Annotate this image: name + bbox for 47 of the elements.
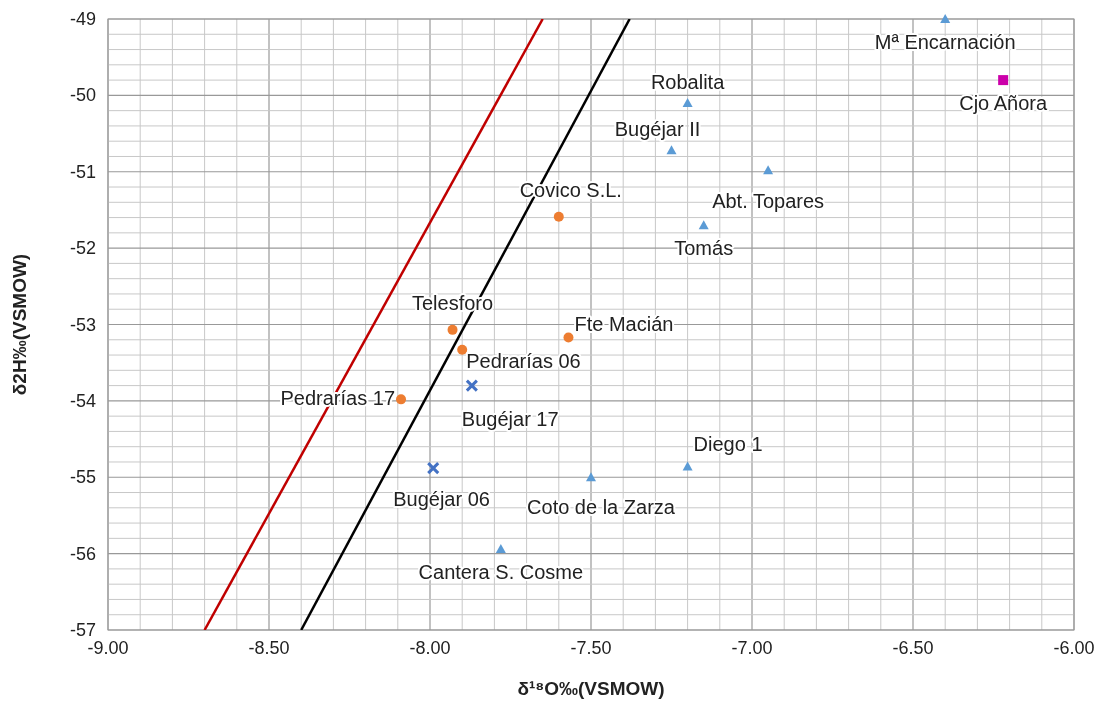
annotation: Bugéjar II bbox=[614, 118, 701, 141]
x-tick-label: -8.00 bbox=[409, 638, 451, 658]
y-tick-label: -50 bbox=[69, 85, 96, 106]
y-axis-title: δ2H‰(VSMOW) bbox=[9, 253, 30, 396]
point bbox=[563, 332, 574, 343]
y-tick-label: -52 bbox=[69, 238, 96, 259]
point bbox=[763, 165, 774, 175]
point bbox=[586, 472, 596, 482]
x-tick-label: -6.00 bbox=[1053, 638, 1095, 658]
annotation: Coto de la Zarza bbox=[527, 496, 676, 519]
point bbox=[426, 461, 440, 475]
point bbox=[457, 344, 468, 355]
y-tick-label: -51 bbox=[69, 161, 96, 182]
annotation: Mª Encarnación bbox=[874, 31, 1016, 53]
annotation: Cjo Añora bbox=[959, 92, 1048, 115]
point bbox=[682, 98, 693, 108]
annotation: Robalita bbox=[650, 71, 726, 94]
y-tick-label: -54 bbox=[69, 390, 96, 411]
point bbox=[998, 75, 1009, 86]
point bbox=[698, 220, 709, 230]
x-tick-label: -8.50 bbox=[248, 638, 290, 658]
annotation: Abt. Topares bbox=[712, 190, 825, 213]
x-tick-label: -6.50 bbox=[892, 638, 934, 658]
x-axis-title: δ¹⁸O‰(VSMOW) bbox=[517, 678, 665, 699]
y-tick-label: -55 bbox=[69, 467, 96, 488]
annotation: Cantera S. Cosme bbox=[418, 561, 584, 584]
annotation: Pedrarías 06 bbox=[466, 349, 581, 372]
point bbox=[465, 379, 479, 393]
y-tick-label: -56 bbox=[69, 543, 96, 564]
point bbox=[666, 145, 677, 155]
point bbox=[553, 211, 564, 222]
y-tick-label: -57 bbox=[69, 620, 96, 640]
y-tick-label: -53 bbox=[69, 314, 96, 335]
x-tick-label: -7.50 bbox=[570, 638, 612, 658]
point bbox=[495, 544, 506, 554]
annotation: Bugéjar 06 bbox=[393, 488, 490, 511]
point bbox=[940, 14, 951, 23]
y-tick-label: -49 bbox=[69, 9, 96, 29]
point bbox=[682, 461, 693, 471]
annotation: Fte Macián bbox=[574, 313, 674, 336]
x-tick-label: -9.00 bbox=[87, 638, 129, 658]
point bbox=[447, 324, 458, 335]
point bbox=[396, 394, 407, 405]
annotation: Diego 1 bbox=[693, 432, 763, 455]
annotation: Bugéjar 17 bbox=[461, 407, 559, 430]
x-tick-label: -7.00 bbox=[731, 638, 773, 658]
annotation: Tomás bbox=[674, 237, 734, 260]
